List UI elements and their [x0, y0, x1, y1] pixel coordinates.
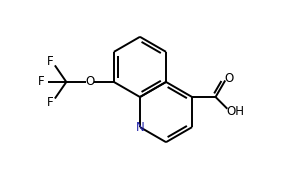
Text: F: F: [38, 75, 45, 88]
Text: F: F: [47, 55, 54, 68]
Text: OH: OH: [226, 105, 244, 118]
Text: N: N: [136, 121, 144, 134]
Text: O: O: [86, 75, 95, 88]
Text: F: F: [47, 96, 54, 109]
Text: O: O: [224, 73, 233, 85]
